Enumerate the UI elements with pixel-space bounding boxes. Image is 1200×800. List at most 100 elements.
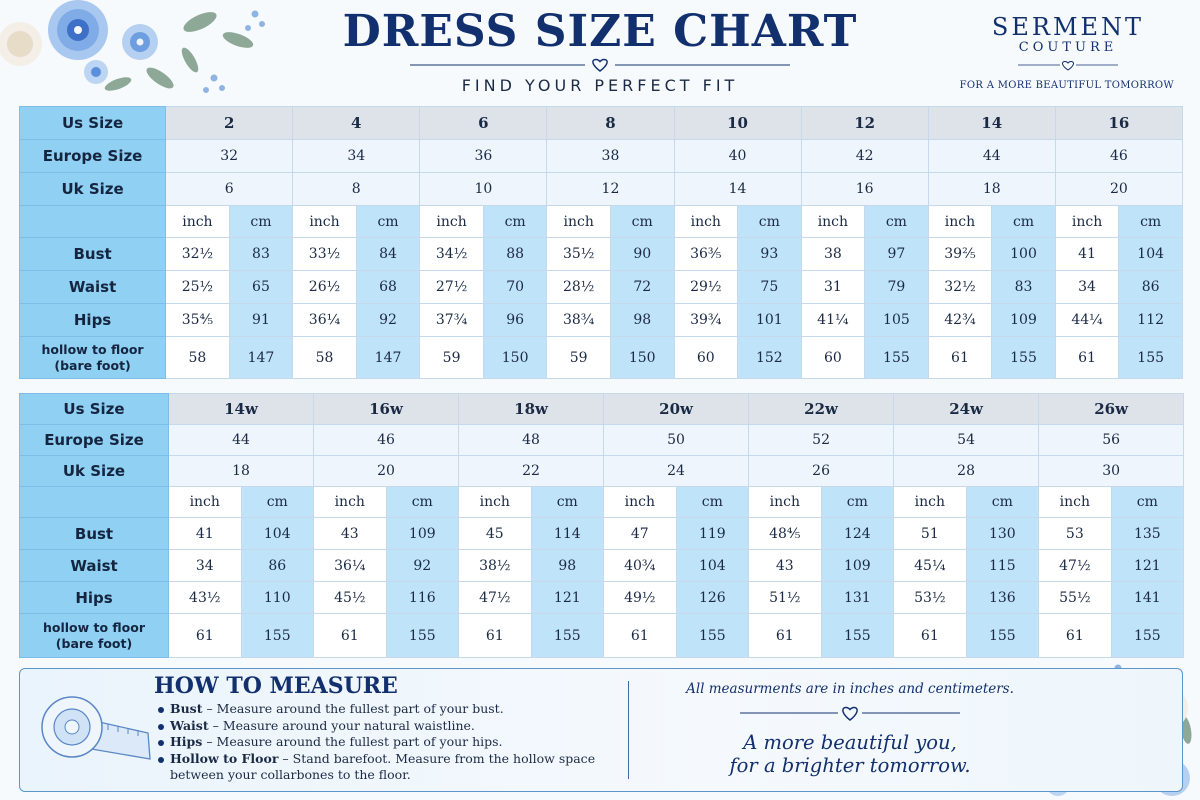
measure-description: – Measure around your natural waistline. [208,717,475,733]
us-size-cell: 22w [748,393,895,425]
measure-instruction: Hollow to Floor – Stand barefoot. Measur… [156,751,626,784]
waist-cm-cell: 109 [820,549,895,582]
how-to-measure-title: HOW TO MEASURE [154,673,398,699]
uk-size-cell: 8 [292,172,421,206]
waist-inch-cell: 25½ [165,270,230,304]
europe-size-cell: 48 [458,424,605,456]
waist-cm-cell: 98 [530,549,605,582]
uk-size-cell: 16 [800,172,929,206]
hollow-inch-cell: 60 [673,336,739,379]
uk-size-cell: 24 [603,455,750,487]
europe-size-cell: 44 [927,139,1056,173]
hips-inch-cell: 43½ [168,581,242,614]
row-label-europe-size: Europe Size [19,424,169,456]
waist-inch-cell: 34 [1054,270,1120,304]
slogan-line-2: for a brighter tomorrow. [729,754,971,777]
hollow-cm-cell: 147 [228,336,294,379]
unit-header-cm: cm [240,486,315,518]
us-size-cell: 10 [673,106,802,140]
bust-cm-cell: 90 [609,237,675,271]
row-label-uk-size: Uk Size [18,172,167,206]
unit-header-inch: inch [893,486,967,518]
us-size-cell: 16 [1054,106,1184,140]
uk-size-cell: 6 [165,172,294,206]
unit-header-inch: inch [292,205,357,238]
hips-cm-cell: 126 [675,581,750,614]
unit-header-inch: inch [927,205,993,238]
measure-instruction: Hips – Measure around the fullest part o… [156,734,626,751]
waist-inch-cell: 38½ [458,549,532,582]
uk-size-cell: 20 [1054,172,1184,206]
hollow-inch-cell: 59 [419,336,484,379]
measure-term: Waist [170,717,209,733]
us-size-cell: 8 [546,106,675,140]
hollow-inch-cell: 61 [603,613,677,658]
us-size-cell: 6 [419,106,548,140]
row-hollow-to-floor: hollow to floor (bare foot) 58 147 58 147 59 15… [18,336,1183,379]
hollow-inch-cell: 58 [292,336,357,379]
row-bust: Bust 41 104 43 109 45 114 47 119 48⅘ 124 51 130 53 135 [19,517,1185,550]
hollow-inch-cell: 59 [546,336,611,379]
unit-header-inch: inch [603,486,677,518]
hips-cm-cell: 91 [228,303,294,337]
unit-header-cm: cm [609,205,675,238]
hips-cm-cell: 109 [991,303,1056,337]
bust-inch-cell: 47 [603,517,677,550]
footer-divider-heart [740,706,960,721]
row-units: inch cm inch cm inch cm inch cm inch cm inch cm inch… [18,205,1183,238]
bust-inch-cell: 35½ [546,237,611,271]
brand-tagline: FOR A MORE BEAUTIFUL TOMORROW [959,80,1174,91]
waist-cm-cell: 104 [675,549,750,582]
hollow-cm-cell: 155 [675,613,750,658]
unit-header-inch: inch [165,205,230,238]
row-label-hollow-to-floor: hollow to floor (bare foot) [19,613,169,658]
row-europe-size: Europe Size 44 46 48 50 52 54 56 [19,424,1185,456]
hollow-cm-cell: 155 [1110,613,1185,658]
us-size-cell: 20w [603,393,750,425]
row-label-units [18,205,167,238]
row-label-hollow-line-1: hollow to floor [41,341,144,357]
unit-header-cm: cm [530,486,605,518]
bust-inch-cell: 36⅗ [673,237,739,271]
unit-header-cm: cm [228,205,294,238]
page-subtitle: FIND YOUR PERFECT FIT [461,76,739,95]
bust-inch-cell: 38 [800,237,866,271]
floral-decoration-top-left [0,0,265,93]
waist-cm-cell: 75 [737,270,802,304]
measure-instruction: Bust – Measure around the fullest part o… [156,701,626,718]
hollow-cm-cell: 150 [482,336,548,379]
europe-size-cell: 56 [1038,424,1185,456]
bust-inch-cell: 32½ [165,237,230,271]
unit-header-cm: cm [355,205,421,238]
hollow-inch-cell: 58 [165,336,230,379]
bust-inch-cell: 39⅖ [927,237,993,271]
waist-cm-cell: 83 [991,270,1056,304]
measure-instruction: Waist – Measure around your natural wais… [156,718,626,735]
row-bust: Bust 32½ 83 33½ 84 34½ 88 35½ 90 36⅗ 93 38 97 39⅖ 100 4… [18,237,1183,271]
waist-inch-cell: 32½ [927,270,993,304]
row-label-units [19,486,169,518]
measure-term: Hollow to Floor [170,750,279,766]
us-size-cell: 4 [292,106,421,140]
hollow-inch-cell: 61 [893,613,967,658]
europe-size-cell: 40 [673,139,802,173]
size-table-standard: Us Size 2 4 6 8 10 12 14 16 Europe Size 32 34 36 38 40… [18,106,1184,379]
hips-inch-cell: 37¾ [419,303,484,337]
bust-inch-cell: 51 [893,517,967,550]
us-size-cell: 14w [167,393,315,425]
waist-cm-cell: 72 [609,270,675,304]
hips-inch-cell: 35⅘ [165,303,230,337]
europe-size-cell: 32 [165,139,294,173]
waist-cm-cell: 92 [385,549,460,582]
hollow-cm-cell: 155 [240,613,315,658]
unit-header-inch: inch [800,205,866,238]
waist-cm-cell: 68 [355,270,421,304]
hollow-cm-cell: 155 [1118,336,1183,379]
waist-inch-cell: 45¼ [893,549,967,582]
unit-header-cm: cm [385,486,460,518]
waist-inch-cell: 27½ [419,270,484,304]
hips-cm-cell: 105 [864,303,929,337]
uk-size-cell: 22 [458,455,605,487]
europe-size-cell: 36 [419,139,548,173]
row-hollow-to-floor: hollow to floor (bare foot) 61 155 61 155 61 15… [19,613,1185,658]
